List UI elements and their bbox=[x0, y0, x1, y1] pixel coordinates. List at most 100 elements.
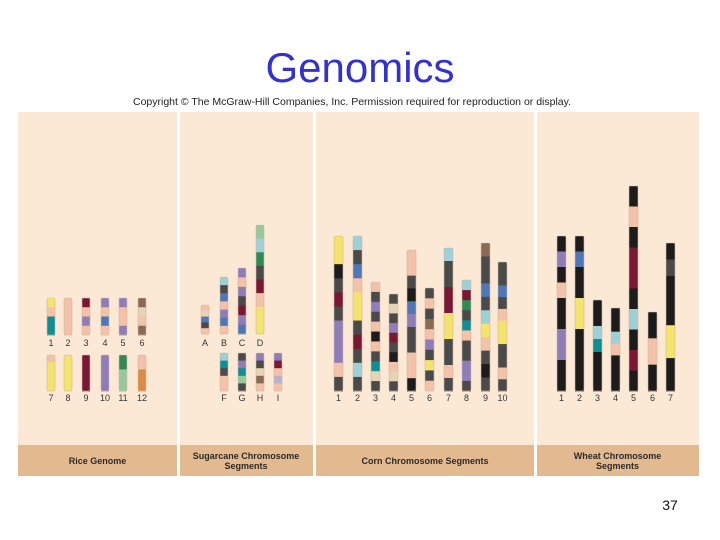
chromosome-segment bbox=[425, 298, 434, 309]
chromosome-segment bbox=[119, 355, 127, 363]
chromosome-segment bbox=[353, 236, 362, 251]
chromosome-segment bbox=[64, 307, 72, 317]
chromosome-segment bbox=[82, 376, 90, 385]
chromosome-segment bbox=[498, 332, 507, 345]
rice-chromosome-number: 9 bbox=[83, 393, 88, 403]
chromosome-segment bbox=[371, 301, 380, 313]
chromosome-outline bbox=[63, 297, 73, 336]
chromosome-segment bbox=[238, 296, 246, 307]
chromosome-outline bbox=[273, 352, 283, 392]
chromosome-segment bbox=[462, 310, 471, 321]
chromosome-segment bbox=[274, 368, 282, 377]
chromosome-segment bbox=[389, 332, 398, 343]
chromosome-segment bbox=[101, 307, 109, 317]
rice-chromosome-number: 5 bbox=[120, 338, 125, 348]
chromosome-segment bbox=[47, 369, 55, 377]
chromosome-segment bbox=[256, 375, 264, 384]
chromosome-segment bbox=[481, 310, 490, 325]
chromosome-outline bbox=[100, 354, 110, 392]
chromosome-segment bbox=[629, 227, 638, 248]
chromosome-segment bbox=[389, 342, 398, 353]
wheat-chromosome-number: 3 bbox=[595, 393, 600, 403]
sugarcane-segment-label: F bbox=[221, 393, 227, 403]
chromosome-segment bbox=[444, 300, 453, 314]
corn-chromosome-number: 1 bbox=[336, 393, 341, 403]
chromosome-segment bbox=[101, 369, 109, 377]
chromosome-segment bbox=[353, 250, 362, 265]
chromosome-segment bbox=[407, 326, 416, 341]
chromosome-segment bbox=[371, 361, 380, 372]
chromosome-segment bbox=[407, 250, 416, 264]
sugarcane-segment bbox=[273, 352, 283, 392]
chromosome-segment bbox=[575, 313, 584, 330]
rice-chromosome bbox=[81, 297, 91, 336]
chromosome-segment bbox=[334, 320, 343, 336]
sugarcane-segment-label: A bbox=[202, 338, 208, 348]
chromosome-segment bbox=[611, 343, 620, 356]
chromosome-segment bbox=[138, 376, 146, 385]
sugarcane-segment-label: H bbox=[257, 393, 264, 403]
chromosome-segment bbox=[353, 320, 362, 336]
chromosome-segment bbox=[557, 360, 566, 376]
rice-chromosome bbox=[118, 354, 128, 392]
chromosome-segment bbox=[498, 367, 507, 380]
chromosome-segment bbox=[138, 369, 146, 377]
chromosome-segment bbox=[648, 312, 657, 326]
chromosome-segment bbox=[371, 331, 380, 342]
sugarcane-segment-label: G bbox=[238, 393, 245, 403]
chromosome-segment bbox=[575, 236, 584, 252]
chromosome-segment bbox=[119, 383, 127, 392]
chromosome-segment bbox=[101, 376, 109, 385]
chromosome-segment bbox=[119, 376, 127, 385]
chromosome-outline bbox=[81, 354, 91, 392]
chromosome-segment bbox=[481, 269, 490, 284]
chromosome-segment bbox=[138, 316, 146, 327]
chromosome-segment bbox=[481, 350, 490, 365]
chromosome-segment bbox=[444, 248, 453, 262]
chromosome-segment bbox=[407, 352, 416, 366]
chromosome-outline bbox=[100, 297, 110, 336]
chromosome-segment bbox=[557, 298, 566, 314]
chromosome-segment bbox=[138, 362, 146, 370]
chromosome-segment bbox=[238, 277, 246, 288]
chromosome-segment bbox=[389, 313, 398, 324]
chromosome-segment bbox=[353, 292, 362, 307]
chromosome-segment bbox=[238, 286, 246, 297]
rice-chromosome bbox=[137, 297, 147, 336]
chromosome-segment bbox=[138, 307, 146, 317]
chromosome-segment bbox=[648, 364, 657, 379]
chromosome-segment bbox=[47, 355, 55, 363]
copyright-notice: Copyright © The McGraw-Hill Companies, I… bbox=[133, 96, 572, 108]
chromosome-segment bbox=[238, 368, 246, 377]
wheat-chromosome-segment bbox=[628, 185, 639, 392]
chromosome-segment bbox=[220, 293, 228, 302]
sugarcane-segment bbox=[255, 352, 265, 392]
rice-chromosome bbox=[63, 354, 73, 392]
chromosome-segment bbox=[101, 362, 109, 370]
chromosome-segment bbox=[220, 309, 228, 319]
chromosome-segment bbox=[481, 283, 490, 298]
rice-chromosome-number: 1 bbox=[48, 338, 53, 348]
chromosome-segment bbox=[334, 334, 343, 350]
sugarcane-segment bbox=[237, 267, 247, 335]
chromosome-segment bbox=[334, 376, 343, 392]
chromosome-segment bbox=[64, 325, 72, 336]
corn-chromosome-segment bbox=[370, 281, 381, 392]
chromosome-segment bbox=[389, 352, 398, 363]
chromosome-segment bbox=[666, 325, 675, 343]
chromosome-segment bbox=[47, 298, 55, 308]
chromosome-segment bbox=[138, 355, 146, 363]
chromosome-outline bbox=[137, 297, 147, 336]
chromosome-segment bbox=[557, 313, 566, 330]
chromosome-segment bbox=[425, 349, 434, 361]
chromosome-outline bbox=[424, 287, 435, 392]
chromosome-segment bbox=[389, 323, 398, 334]
chromosome-segment bbox=[593, 339, 602, 353]
chromosome-segment bbox=[334, 306, 343, 321]
chromosome-segment bbox=[462, 350, 471, 362]
chromosome-segment bbox=[407, 314, 416, 328]
chromosome-segment bbox=[481, 323, 490, 338]
chromosome-segment bbox=[648, 351, 657, 366]
chromosome-segment bbox=[629, 309, 638, 330]
chromosome-segment bbox=[593, 352, 602, 366]
